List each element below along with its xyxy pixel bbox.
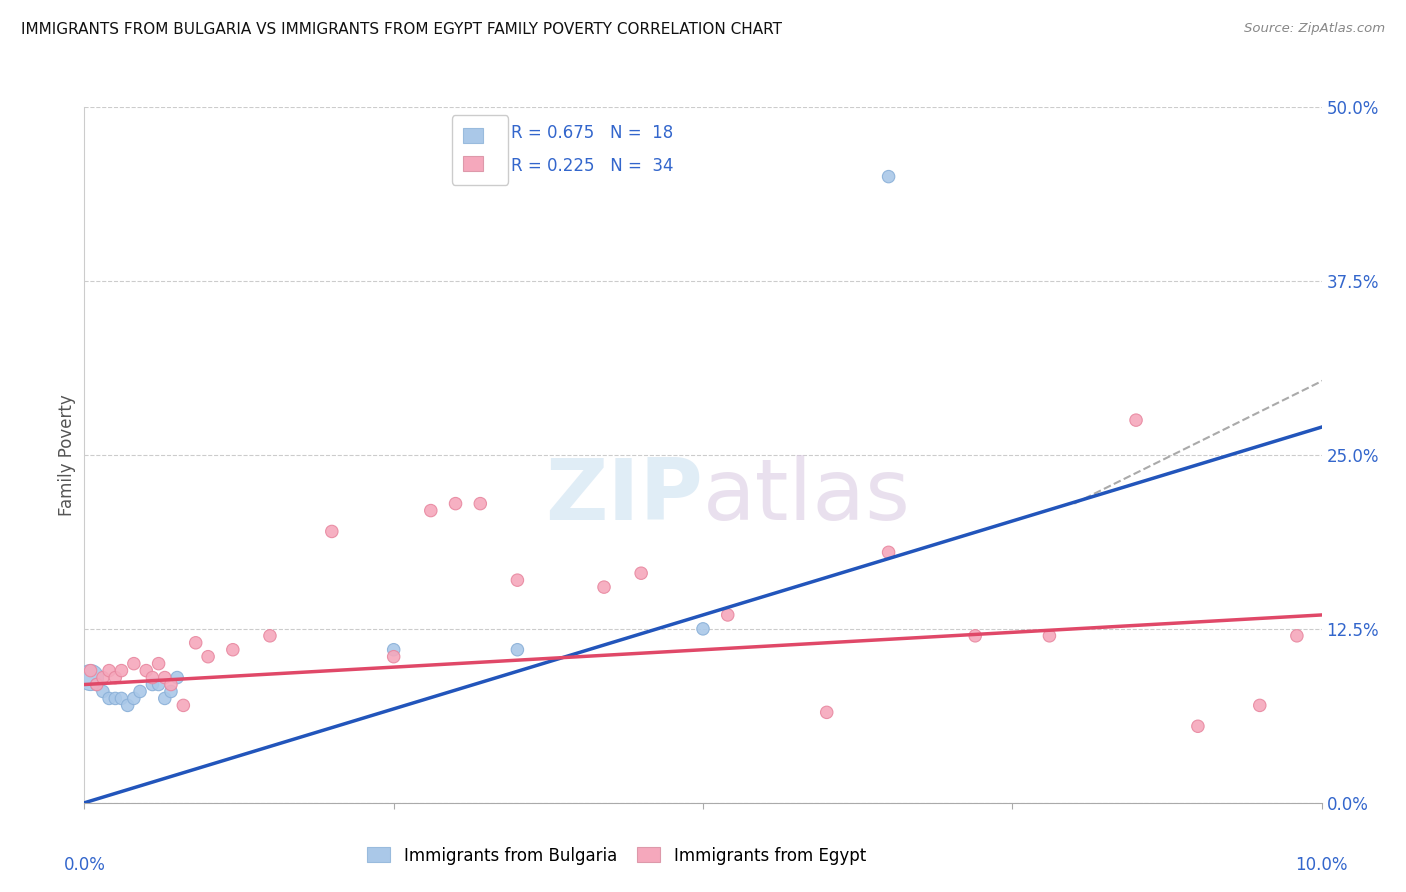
Point	[321, 524, 343, 539]
Text: R = 0.225   N =  34: R = 0.225 N = 34	[512, 157, 673, 175]
Text: ZIP: ZIP	[546, 455, 703, 538]
Point	[419, 503, 441, 517]
Point	[259, 629, 281, 643]
Point	[110, 691, 132, 706]
Point	[1187, 719, 1209, 733]
Point	[877, 545, 900, 559]
Point	[91, 684, 114, 698]
Point	[104, 671, 127, 685]
Point	[382, 642, 405, 657]
Text: IMMIGRANTS FROM BULGARIA VS IMMIGRANTS FROM EGYPT FAMILY POVERTY CORRELATION CHA: IMMIGRANTS FROM BULGARIA VS IMMIGRANTS F…	[21, 22, 782, 37]
Point	[79, 664, 101, 678]
Text: 10.0%: 10.0%	[1295, 855, 1348, 873]
Point	[382, 649, 405, 664]
Point	[129, 684, 152, 698]
Point	[141, 677, 163, 691]
Point	[91, 671, 114, 685]
Point	[717, 607, 740, 622]
Text: atlas: atlas	[703, 455, 911, 538]
Point	[1038, 629, 1060, 643]
Point	[166, 671, 188, 685]
Point	[110, 664, 132, 678]
Point	[593, 580, 616, 594]
Point	[1249, 698, 1271, 713]
Point	[104, 691, 127, 706]
Point	[815, 706, 838, 720]
Text: 0.0%: 0.0%	[63, 855, 105, 873]
Point	[153, 691, 176, 706]
Point	[692, 622, 714, 636]
Point	[148, 677, 170, 691]
Point	[470, 497, 492, 511]
Point	[172, 698, 194, 713]
Point	[117, 698, 139, 713]
Point	[630, 566, 652, 581]
Point	[877, 169, 900, 184]
Point	[965, 629, 987, 643]
Point	[184, 636, 207, 650]
Text: R = 0.675   N =  18: R = 0.675 N = 18	[512, 124, 673, 143]
Point	[86, 677, 108, 691]
Text: Source: ZipAtlas.com: Source: ZipAtlas.com	[1244, 22, 1385, 36]
Point	[160, 684, 183, 698]
Point	[1125, 413, 1147, 427]
Point	[122, 657, 145, 671]
Point	[79, 671, 101, 685]
Y-axis label: Family Poverty: Family Poverty	[58, 394, 76, 516]
Legend: Immigrants from Bulgaria, Immigrants from Egypt: Immigrants from Bulgaria, Immigrants fro…	[354, 833, 879, 878]
Point	[1285, 629, 1308, 643]
Point	[98, 664, 121, 678]
Point	[141, 671, 163, 685]
Point	[444, 497, 467, 511]
Point	[86, 677, 108, 691]
Point	[153, 671, 176, 685]
Point	[148, 657, 170, 671]
Point	[506, 573, 529, 587]
Point	[506, 642, 529, 657]
Point	[197, 649, 219, 664]
Point	[98, 691, 121, 706]
Point	[160, 677, 183, 691]
Point	[122, 691, 145, 706]
Point	[222, 642, 245, 657]
Point	[135, 664, 157, 678]
